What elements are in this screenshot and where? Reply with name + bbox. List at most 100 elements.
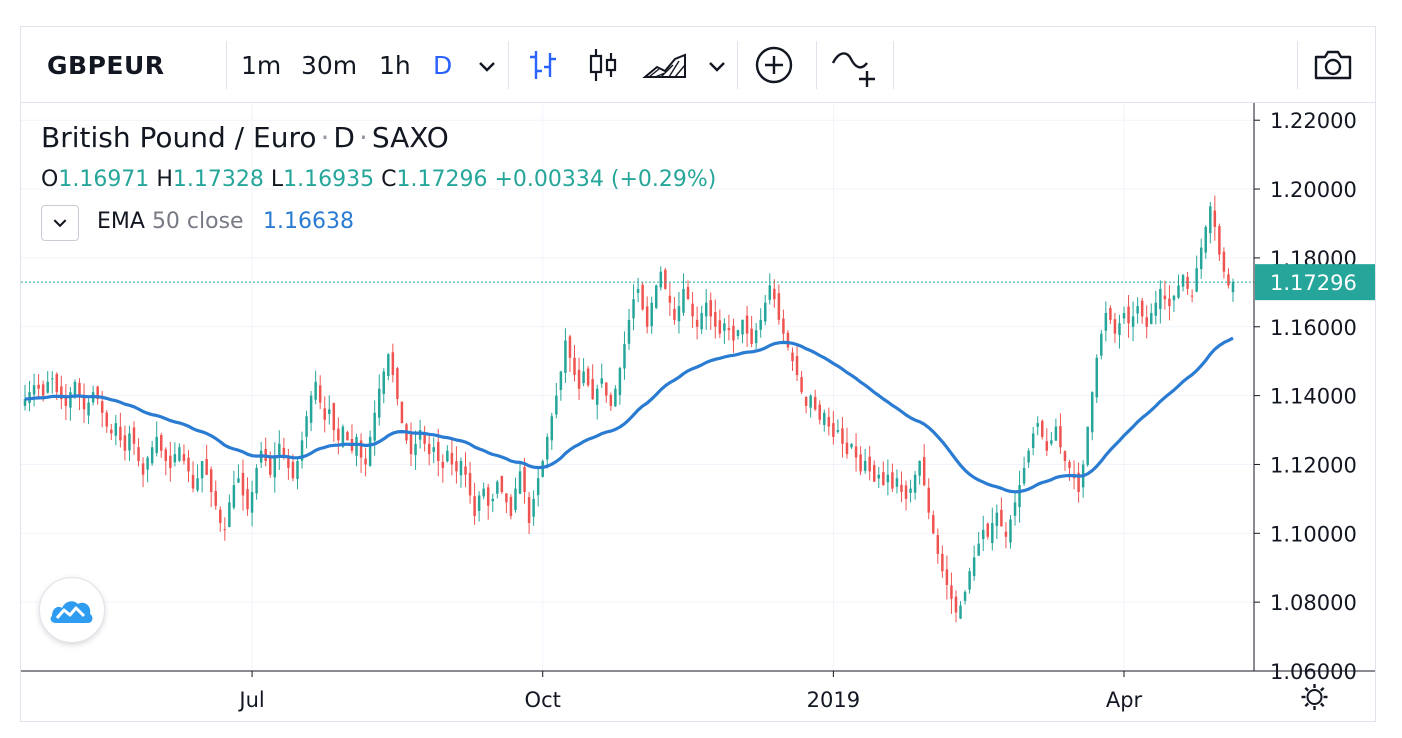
candle-body [459,461,463,476]
candle-body [414,443,417,455]
candlestick-icon[interactable] [581,43,625,87]
candle-body [282,447,286,458]
candle-body [400,401,404,424]
candle-body [1181,275,1185,287]
interval-1m[interactable]: 1m [241,51,282,80]
candle-body [1168,298,1171,307]
interval-1h[interactable]: 1h [379,51,411,80]
change-value: +0.00334 (+0.29%) [494,167,717,192]
candle-body [51,378,54,380]
candle-body [741,319,744,335]
high-label: H [156,167,173,192]
chevron-down-icon[interactable] [465,43,505,87]
candle-body [1154,302,1158,316]
add-circle-icon[interactable] [752,43,796,87]
candle-body [287,457,290,468]
candle-body [1131,316,1135,327]
candle-body [950,585,953,599]
price-axis-label: 1.08000 [1270,591,1357,615]
candle-body [636,288,640,293]
candle-body [768,285,772,300]
gear-tooth [1320,702,1325,708]
candle-body [468,472,472,496]
candle-body [605,382,608,396]
gear-tooth [1304,702,1309,708]
candle-body [877,474,881,479]
candle-body [432,447,435,452]
price-chart[interactable]: 1.220001.200001.180001.160001.140001.120… [21,103,1375,721]
candle-body [813,396,817,410]
candle-body [228,502,231,527]
candles-group [23,195,1235,623]
candle-body [791,352,794,362]
symbol-search[interactable]: GBPEUR [47,51,165,80]
candle-body [1086,426,1089,465]
candle-body [1177,285,1180,298]
candle-body [250,491,254,513]
candle-body [1209,206,1212,234]
price-axis-label: 1.06000 [1270,660,1357,684]
candle-body [164,449,168,462]
candle-body [723,323,726,331]
candle-body [309,395,313,423]
tradingview-logo-button[interactable] [39,577,105,643]
gear-ring [1306,689,1323,705]
bar-chart-icon[interactable] [521,43,565,87]
price-axis-label: 1.10000 [1270,522,1357,546]
candle-body [754,330,758,344]
candle-body [46,381,49,393]
candle-body [632,299,635,319]
candle-body [913,474,917,493]
indicator-toggle-button[interactable] [41,205,79,241]
candle-body [182,454,186,462]
toolbar-divider [226,41,227,89]
candle-body [1100,333,1103,356]
candle-body [373,412,376,441]
candle-body [981,529,985,540]
candle-body [496,481,499,494]
candle-body [1213,210,1217,227]
candle-body [209,469,213,492]
candle-body [1063,451,1067,462]
price-axis-label: 1.16000 [1270,316,1357,340]
candle-body [891,472,894,489]
candle-body [773,288,776,300]
candle-body [618,368,622,395]
candle-body [1036,423,1039,427]
time-axis-label: Oct [525,688,561,712]
candle-body [119,426,122,441]
gear-tooth [1320,686,1325,692]
settings-gear-icon[interactable] [1301,684,1328,710]
candle-body [1090,392,1094,433]
candle-body [1218,226,1221,255]
compare-icon[interactable] [829,43,881,87]
interval-d[interactable]: D [433,51,453,80]
area-chart-icon[interactable] [641,43,691,87]
low-value: 1.16935 [283,167,375,192]
interval-30m[interactable]: 30m [301,51,358,80]
candle-body [1163,295,1167,300]
time-axis-label: Apr [1106,688,1143,712]
candle-body [505,493,508,503]
candle-body [78,382,81,396]
camera-icon[interactable] [1311,43,1355,87]
toolbar-divider [508,41,509,89]
candle-body [246,489,249,510]
candle-body [1227,274,1230,286]
chart-widget: GBPEUR 1m 30m 1h D [20,26,1376,722]
candle-body [473,496,476,517]
candle-body [1009,519,1012,543]
candle-body [191,474,195,489]
candle-body [278,443,281,456]
low-label: L [270,167,284,192]
candle-body [659,271,663,288]
candle-body [87,402,90,416]
candle-body [1204,226,1207,253]
candle-body [477,495,481,511]
chevron-down-icon[interactable] [695,43,735,87]
last-price-badge [1255,264,1375,301]
candle-body [727,327,731,331]
candle-body [123,435,127,451]
candle-body [959,605,962,619]
candle-body [255,467,258,494]
